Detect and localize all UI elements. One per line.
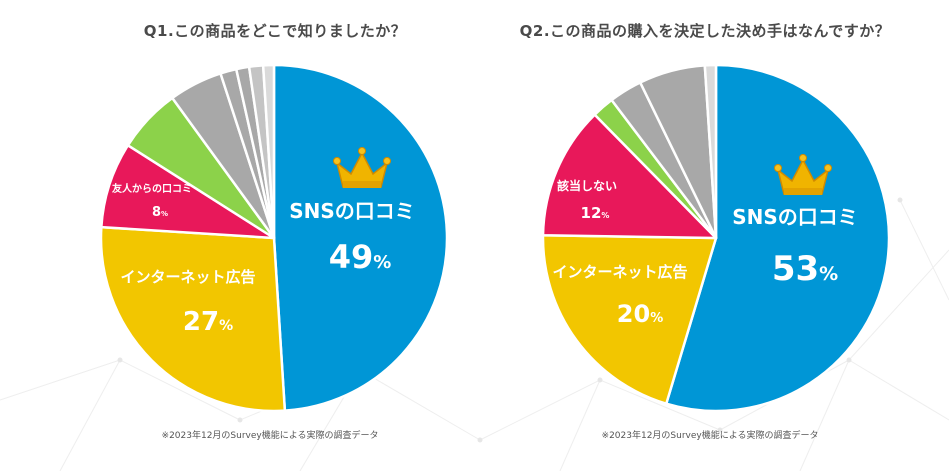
slice-label-ad: インターネット広告	[552, 263, 687, 281]
pie-chart-1: SNSの口コミ 49% インターネット広告 27% 友人からの口コミ 8%	[99, 63, 449, 413]
pie-slice-sns	[665, 63, 891, 413]
slice-percent-sns: 49%	[329, 238, 392, 276]
slice-percent-ad: 20%	[617, 300, 663, 328]
pie-slice-sns	[272, 63, 449, 412]
slice-label-sns: SNSの口コミ	[289, 199, 415, 223]
survey-note-q2: ※2023年12月のSurvey機能による実際の調査データ	[601, 431, 819, 441]
slice-percent-sns: 53%	[772, 249, 838, 289]
survey-note-q1: ※2023年12月のSurvey機能による実際の調査データ	[161, 431, 379, 441]
pie-slice-ad	[99, 225, 287, 413]
pie-slice-ad	[541, 233, 718, 405]
pie-slice-o6	[261, 63, 276, 240]
crown-icon	[774, 154, 832, 195]
slice-percent-decide: 12%	[581, 204, 610, 222]
slice-label-ad: インターネット広告	[120, 268, 255, 286]
slice-percent-ad: 27%	[183, 307, 233, 337]
pie-slice-o4	[703, 63, 718, 240]
crown-icon	[333, 147, 391, 188]
slice-label-decide: 該当しない	[557, 178, 617, 193]
pie-chart-2: SNSの口コミ 53% インターネット広告 20% 該当しない 12%	[541, 63, 891, 413]
chart-title-q1: Q1.この商品をどこで知りましたか？	[143, 22, 407, 40]
slice-label-sns: SNSの口コミ	[732, 205, 858, 229]
chart-title-q2: Q2.この商品の購入を決定した決め手はなんですか？	[519, 22, 891, 40]
pie-slice-decide	[541, 113, 718, 240]
slice-label-friend: 友人からの口コミ	[112, 182, 192, 195]
slice-percent-friend: 8%	[152, 205, 168, 220]
